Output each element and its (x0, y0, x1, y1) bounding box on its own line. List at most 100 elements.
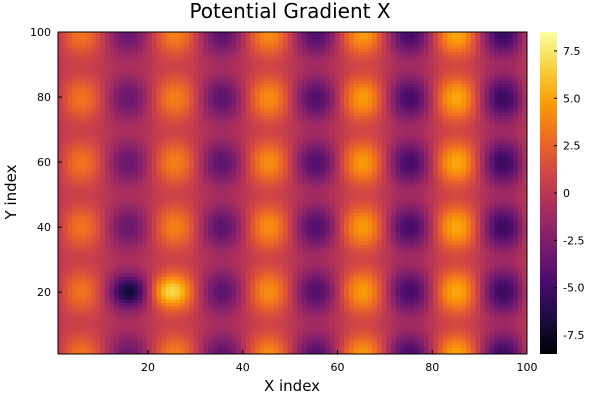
heatmap-cell (390, 202, 397, 207)
heatmap-cell (512, 250, 519, 255)
heatmap-cell (395, 289, 401, 294)
heatmap-cell (315, 238, 322, 242)
heatmap-cell (320, 257, 326, 262)
heatmap-cell (161, 238, 167, 242)
heatmap-cell (175, 225, 181, 229)
heatmap-cell (381, 334, 387, 339)
heatmap-cell (240, 238, 246, 242)
heatmap-cell (405, 263, 411, 268)
heatmap-cell (236, 321, 242, 326)
heatmap-cell (147, 283, 153, 287)
heatmap-cell (236, 234, 242, 239)
heatmap-cell (339, 202, 345, 207)
heatmap-cell (269, 305, 275, 310)
heatmap-cell (381, 308, 387, 313)
heatmap-cell (423, 228, 429, 233)
heatmap-cell (353, 312, 359, 316)
heatmap-cell (334, 238, 340, 242)
heatmap-cell (175, 321, 181, 326)
heatmap-cell (390, 344, 397, 348)
heatmap-cell (259, 205, 265, 210)
heatmap-cell (240, 267, 246, 271)
heatmap-cell (283, 250, 289, 255)
heatmap-cell (428, 283, 434, 287)
heatmap-cell (456, 334, 462, 339)
heatmap-cell (297, 193, 303, 197)
heatmap-cell (409, 267, 415, 271)
heatmap-cell (292, 273, 298, 278)
heatmap-cell (353, 325, 359, 329)
heatmap-cell (367, 321, 373, 326)
heatmap-cell (217, 276, 223, 281)
heatmap-cell (100, 270, 106, 274)
heatmap-cell (147, 302, 153, 307)
heatmap-cell (198, 254, 204, 258)
heatmap-cell (320, 247, 326, 252)
heatmap-cell (437, 286, 443, 290)
heatmap-cell (414, 283, 420, 287)
heatmap-cell (259, 302, 265, 307)
heatmap-cell (409, 273, 415, 278)
heatmap-cell (72, 308, 78, 313)
heatmap-cell (81, 257, 87, 262)
heatmap-cell (203, 228, 209, 233)
heatmap-cell (339, 199, 345, 204)
heatmap-cell (461, 199, 467, 204)
heatmap-cell (273, 347, 279, 352)
heatmap-cell (353, 292, 359, 297)
heatmap-cell (400, 241, 406, 245)
heatmap-cell (395, 350, 401, 355)
heatmap-cell (358, 218, 364, 223)
heatmap-cell (259, 270, 265, 274)
heatmap-cell (390, 350, 397, 355)
heatmap-cell (447, 283, 453, 287)
heatmap-cell (72, 199, 78, 204)
heatmap-cell (283, 199, 289, 204)
heatmap-cell (133, 305, 139, 310)
heatmap-cell (137, 302, 143, 307)
heatmap-cell (405, 341, 411, 345)
heatmap-cell (269, 212, 275, 216)
heatmap-cell (442, 257, 448, 262)
heatmap-cell (423, 221, 429, 226)
heatmap-cell (390, 270, 397, 274)
heatmap-cell (461, 215, 467, 220)
heatmap-cell (456, 331, 462, 336)
heatmap-cell (451, 231, 458, 236)
heatmap-cell (297, 273, 303, 278)
heatmap-cell (212, 209, 218, 213)
heatmap-cell (414, 263, 420, 268)
heatmap-cell (390, 225, 397, 229)
heatmap-cell (240, 289, 246, 294)
heatmap-cell (480, 244, 486, 249)
heatmap-cell (198, 221, 204, 226)
heatmap-cell (156, 215, 162, 220)
heatmap-cell (400, 286, 406, 290)
heatmap-cell (254, 221, 261, 226)
heatmap-cell (381, 267, 387, 271)
heatmap-cell (203, 196, 209, 200)
heatmap-cell (250, 337, 256, 342)
heatmap-cell (344, 341, 350, 345)
heatmap-cell (414, 254, 420, 258)
heatmap-cell (414, 328, 420, 332)
heatmap-cell (419, 212, 425, 216)
heatmap-cell (133, 244, 139, 249)
heatmap-cell (484, 260, 490, 265)
heatmap-cell (86, 296, 92, 300)
heatmap-cell (90, 257, 96, 262)
heatmap-cell (372, 334, 378, 339)
heatmap-cell (254, 254, 261, 258)
heatmap-cell (142, 318, 148, 323)
heatmap-cell (128, 299, 134, 303)
heatmap-cell (72, 193, 78, 197)
heatmap-cell (447, 196, 453, 200)
heatmap-cell (58, 244, 64, 249)
heatmap-cell (419, 334, 425, 339)
heatmap-cell (428, 347, 434, 352)
heatmap-cell (306, 270, 312, 274)
heatmap-cell (480, 337, 486, 342)
heatmap-cell (123, 209, 129, 213)
heatmap-cell (297, 289, 303, 294)
heatmap-cell (315, 331, 322, 336)
